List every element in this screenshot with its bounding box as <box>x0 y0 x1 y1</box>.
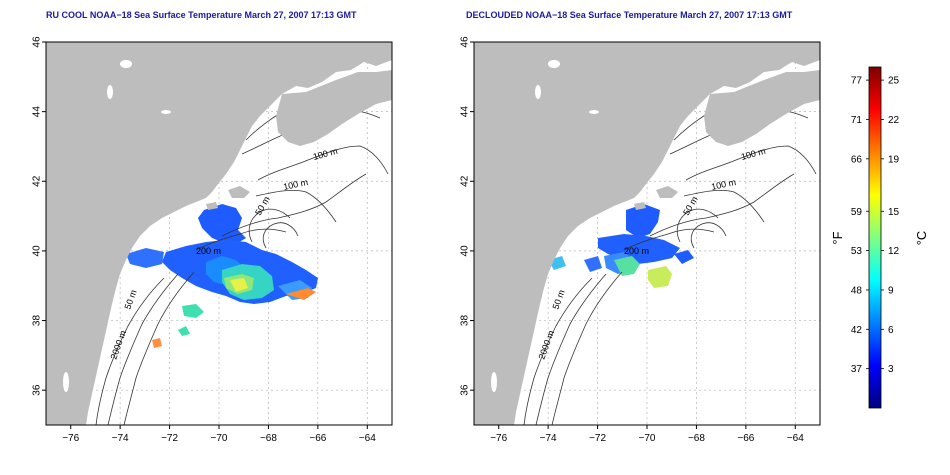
contour-label: 200 m <box>196 246 221 256</box>
y-tick-label: 44 <box>460 106 471 118</box>
fahrenheit-tick-label: 42 <box>851 325 863 336</box>
sst-patch <box>230 278 248 292</box>
y-tick-label: 38 <box>32 315 43 327</box>
y-tick-label: 42 <box>460 175 471 187</box>
celsius-tick-label: 12 <box>888 246 900 257</box>
fahrenheit-tick-label: 66 <box>851 154 863 165</box>
sst-patch <box>584 256 602 272</box>
x-tick-label: −68 <box>260 433 277 444</box>
x-tick-label: −70 <box>639 433 656 444</box>
sst-patch <box>614 256 640 276</box>
x-tick-label: −64 <box>787 433 804 444</box>
right-map-title: DECLOUDED NOAA−18 Sea Surface Temperatur… <box>466 10 793 20</box>
x-tick-label: −76 <box>62 433 79 444</box>
y-tick-label: 46 <box>32 36 43 48</box>
sst-patch <box>198 204 246 244</box>
x-tick-label: −70 <box>211 433 228 444</box>
x-tick-label: −64 <box>359 433 376 444</box>
fahrenheit-tick-label: 59 <box>851 207 863 218</box>
celsius-tick-label: 19 <box>888 154 900 165</box>
y-tick-label: 42 <box>32 175 43 187</box>
sst-patch <box>626 204 660 238</box>
left-map-title: RU COOL NOAA−18 Sea Surface Temperature … <box>46 10 357 20</box>
y-tick-label: 44 <box>32 106 43 118</box>
fahrenheit-tick-label: 53 <box>851 246 863 257</box>
x-tick-label: −72 <box>589 433 606 444</box>
sst-patch <box>286 288 316 300</box>
sst-patch <box>648 266 672 288</box>
y-tick-label: 40 <box>460 245 471 257</box>
sst-patch <box>182 304 204 318</box>
x-tick-label: −66 <box>737 433 754 444</box>
fahrenheit-tick-label: 77 <box>851 76 863 87</box>
celsius-tick-label: 15 <box>888 207 900 218</box>
y-tick-label: 36 <box>460 384 471 396</box>
x-tick-label: −76 <box>490 433 507 444</box>
sst-patch <box>178 326 190 336</box>
y-tick-label: 36 <box>32 384 43 396</box>
celsius-tick-label: 25 <box>888 76 900 87</box>
contour-label: 200 m <box>624 246 649 256</box>
celsius-tick-label: 3 <box>888 364 894 375</box>
y-tick-label: 40 <box>32 245 43 257</box>
sst-patch <box>674 250 694 264</box>
x-tick-label: −72 <box>161 433 178 444</box>
fahrenheit-tick-label: 71 <box>851 115 863 126</box>
fahrenheit-tick-label: 48 <box>851 285 863 296</box>
y-tick-label: 38 <box>460 315 471 327</box>
x-tick-label: −74 <box>540 433 557 444</box>
sst-patch <box>152 338 162 348</box>
temperature-colorbar: 77 25 71 22 66 19 59 15 53 12 48 9 42 6 37 3 °F °C <box>830 66 929 409</box>
y-tick-label: 46 <box>460 36 471 48</box>
celsius-tick-label: 22 <box>888 115 900 126</box>
x-tick-label: −74 <box>112 433 129 444</box>
sst-patch <box>126 248 164 268</box>
celsius-axis-label: °C <box>914 231 929 246</box>
x-tick-label: −68 <box>688 433 705 444</box>
sst-data-layer <box>548 204 694 288</box>
celsius-tick-label: 6 <box>888 325 894 336</box>
colorbar-gradient <box>868 66 882 409</box>
fahrenheit-axis-label: °F <box>830 231 845 244</box>
celsius-tick-label: 9 <box>888 285 894 296</box>
x-tick-label: −66 <box>309 433 326 444</box>
fahrenheit-tick-label: 37 <box>851 364 863 375</box>
